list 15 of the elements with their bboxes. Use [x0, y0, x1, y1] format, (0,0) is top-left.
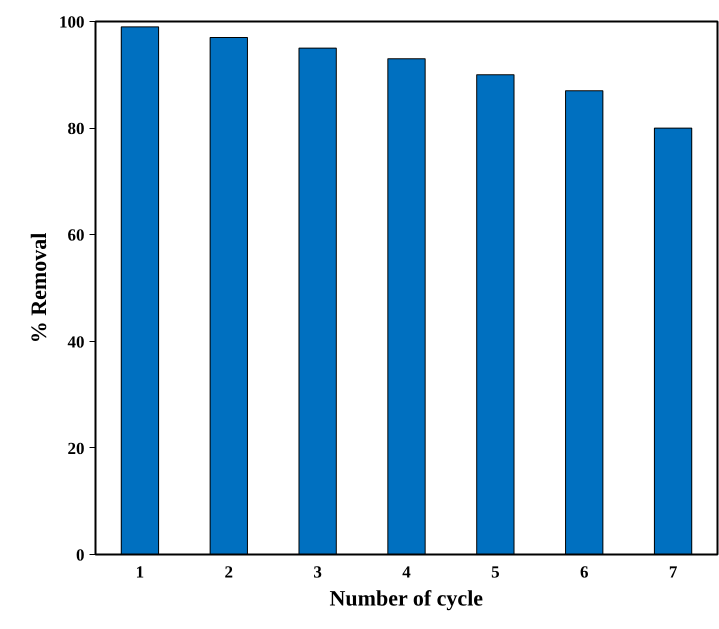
y-tick-label: 0	[76, 546, 84, 564]
y-tick-label: 100	[59, 12, 84, 32]
x-tick-label: 6	[580, 562, 588, 582]
y-tick-label: 60	[68, 226, 84, 245]
x-tick-label: 1	[136, 562, 144, 582]
x-tick-label: 7	[668, 562, 678, 582]
y-tick-label: 80	[68, 119, 84, 138]
y-axis-title: % Removal	[26, 232, 51, 344]
x-tick-label: 3	[313, 562, 322, 582]
x-tick-label: 5	[491, 562, 500, 582]
x-axis-title: Number of cycle	[330, 586, 484, 610]
x-tick-label: 4	[402, 562, 412, 582]
y-tick-label: 20	[68, 438, 84, 458]
y-tick-label: 40	[68, 332, 84, 352]
x-tick-label: 2	[224, 562, 234, 582]
